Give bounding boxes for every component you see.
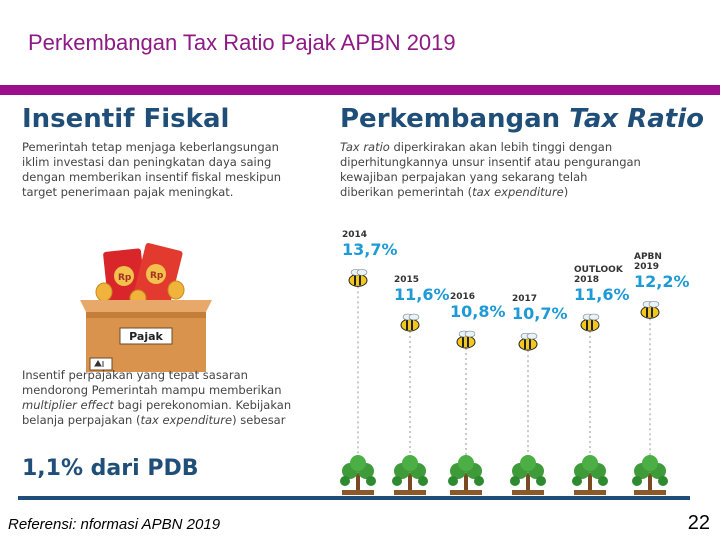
page-number: 22 [687, 512, 710, 534]
slide-title: Perkembangan Tax Ratio Pajak APBN 2019 [28, 30, 456, 55]
data-value-label: 11,6% [394, 285, 450, 304]
insentif-fiskal-heading: Insentif Fiskal [22, 104, 230, 134]
x-tick-label: 2017 [512, 294, 538, 305]
envelope-label-left: Rp [118, 273, 132, 283]
text-fragment: belanja perpajakan ( [22, 413, 141, 427]
tax-ratio-heading: Perkembangan Tax Ratio [340, 104, 704, 134]
text-line: Tax ratio diperkirakan akan lebih tinggi… [340, 140, 680, 155]
plant-icon [510, 455, 546, 495]
x-tick-label: 2014 [342, 230, 368, 241]
data-value-label: 10,7% [512, 304, 568, 324]
desc-line: dengan memberikan insentif fiskal meskip… [22, 170, 282, 184]
data-value-label: 13,7% [342, 240, 398, 260]
text-line: kewajiban perpajakan yang sekarang telah [340, 170, 588, 184]
text-fragment: diberikan pemerintah ( [340, 185, 473, 199]
bee-marker-icon [456, 330, 476, 349]
title-rule [0, 85, 720, 95]
footer-reference: Referensi: nformasi APBN 2019 [8, 516, 221, 533]
box-label: Pajak [129, 330, 163, 343]
italic-term: tax expenditure [472, 185, 564, 199]
desc-line: Pemerintah tetap menjaga keberlangsungan [22, 140, 279, 154]
text-line: diberikan pemerintah (tax expenditure) [340, 185, 680, 200]
tax-ratio-chart [340, 269, 668, 495]
envelope-label-right: Rp [150, 271, 164, 281]
bee-marker-icon [400, 313, 420, 332]
italic-term: tax expenditure [140, 413, 233, 427]
bee-marker-icon [518, 332, 538, 351]
text-line: mendorong Pemerintah mampu memberikan [22, 383, 282, 397]
tax-box-illustration: Rp Rp Pajak [80, 242, 212, 372]
italic-term: multiplier effect [22, 398, 114, 412]
text-fragment: diperkirakan akan lebih tinggi dengan [389, 140, 613, 154]
desc-line: target penerimaan pajak meningkat. [22, 185, 234, 199]
data-value-label: 11,6% [574, 285, 630, 304]
infographic-panel: Insentif Fiskal Pemerintah tetap menjaga… [18, 100, 704, 500]
plant-icon [448, 455, 484, 495]
data-value-label: 10,8% [450, 302, 506, 321]
box-icon [80, 300, 212, 372]
text-line: Insentif perpajakan yang tepat sasaran [22, 368, 248, 382]
text-fragment: ) [563, 185, 569, 199]
italic-term: Tax ratio [340, 140, 390, 154]
plant-icon [632, 455, 668, 495]
bee-marker-icon [580, 313, 600, 332]
x-tick-label: APBN 2019 [634, 252, 662, 273]
text-line: belanja perpajakan (tax expenditure) seb… [22, 413, 322, 428]
heading-plain: Perkembangan [340, 104, 570, 134]
pdb-highlight: 1,1% dari PDB [22, 456, 199, 481]
text-line: multiplier effect bagi perekonomian. Keb… [22, 398, 322, 413]
data-value-label: 12,2% [634, 272, 690, 292]
x-tick-label: 2015 [394, 275, 420, 285]
text-line: diperhitungkannya unsur insentif atau pe… [340, 155, 641, 169]
plant-icon [392, 455, 428, 495]
panel-bottom-rule [18, 496, 690, 500]
text-fragment: bagi perekonomian. Kebijakan [113, 398, 292, 412]
x-tick-label: 2016 [450, 292, 476, 302]
tax-ratio-description: Tax ratio diperkirakan akan lebih tinggi… [340, 140, 680, 200]
insentif-fiskal-description: Pemerintah tetap menjaga keberlangsungan… [22, 140, 322, 200]
plant-icon [340, 455, 376, 495]
x-tick-label: OUTLOOK 2018 [574, 265, 623, 285]
heading-italic: Tax Ratio [569, 104, 705, 134]
insentif-perpajakan-text: Insentif perpajakan yang tepat sasaran m… [22, 368, 322, 428]
plant-icon [572, 455, 608, 495]
desc-line: iklim investasi dan peningkatan daya sai… [22, 155, 272, 169]
bee-marker-icon [348, 269, 368, 287]
bee-marker-icon [640, 300, 660, 319]
text-fragment: ) sebesar [232, 413, 286, 427]
